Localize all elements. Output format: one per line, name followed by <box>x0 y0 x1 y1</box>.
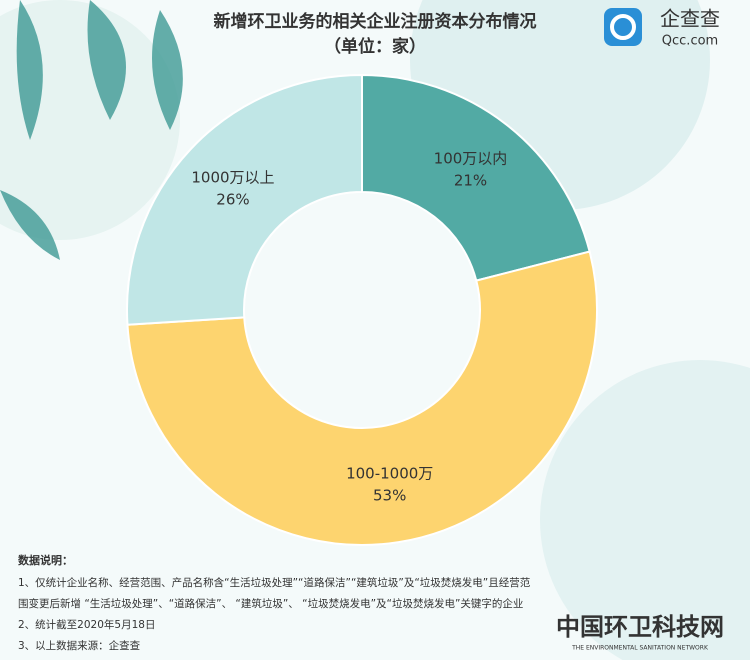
notes: 1、仅统计企业名称、经营范围、产品名称含“生活垃圾处理”“道路保洁”“建筑垃圾”… <box>18 576 531 652</box>
decor-circle <box>0 0 180 240</box>
logo-icon-ring <box>610 14 636 40</box>
note-line: 2、统计截至2020年5月18日 <box>18 618 155 631</box>
note-line: 围变更后新增 “生活垃圾处理”、“道路保洁”、 “建筑垃圾”、 “垃圾焚烧发电”… <box>18 597 523 610</box>
decor-leaves <box>0 0 183 260</box>
slice-value-label: 26% <box>216 190 249 208</box>
decor-circle <box>540 360 750 660</box>
donut-slice <box>361 73 591 282</box>
slice-label: 100-1000万 <box>346 464 433 482</box>
slice-label: 1000万以上 <box>191 168 274 186</box>
donut-slice <box>126 250 598 546</box>
slice-label: 100万以内 <box>434 150 508 168</box>
notes-title: 数据说明： <box>18 553 73 567</box>
chart-title: 新增环卫业务的相关企业注册资本分布情况 <box>214 11 537 32</box>
logo-icon <box>604 8 642 46</box>
slice-value-label: 53% <box>373 486 406 504</box>
donut-slice <box>126 73 363 326</box>
logo-domain: Qcc.com <box>662 34 718 49</box>
logo-name: 企查查 <box>660 7 720 31</box>
watermark: 中国环卫科技网 <box>556 613 724 641</box>
slice-value-label: 21% <box>454 172 487 190</box>
donut: 100万以内 21% 100-1000万 53% 1000万以上 26% <box>126 73 598 546</box>
note-line: 3、以上数据来源：企查查 <box>18 639 141 652</box>
chart-subtitle: （单位：家） <box>324 36 426 57</box>
note-line: 1、仅统计企业名称、经营范围、产品名称含“生活垃圾处理”“道路保洁”“建筑垃圾”… <box>18 576 531 589</box>
watermark-subtitle: THE ENVIRONMENTAL SANITATION NETWORK <box>571 645 709 652</box>
